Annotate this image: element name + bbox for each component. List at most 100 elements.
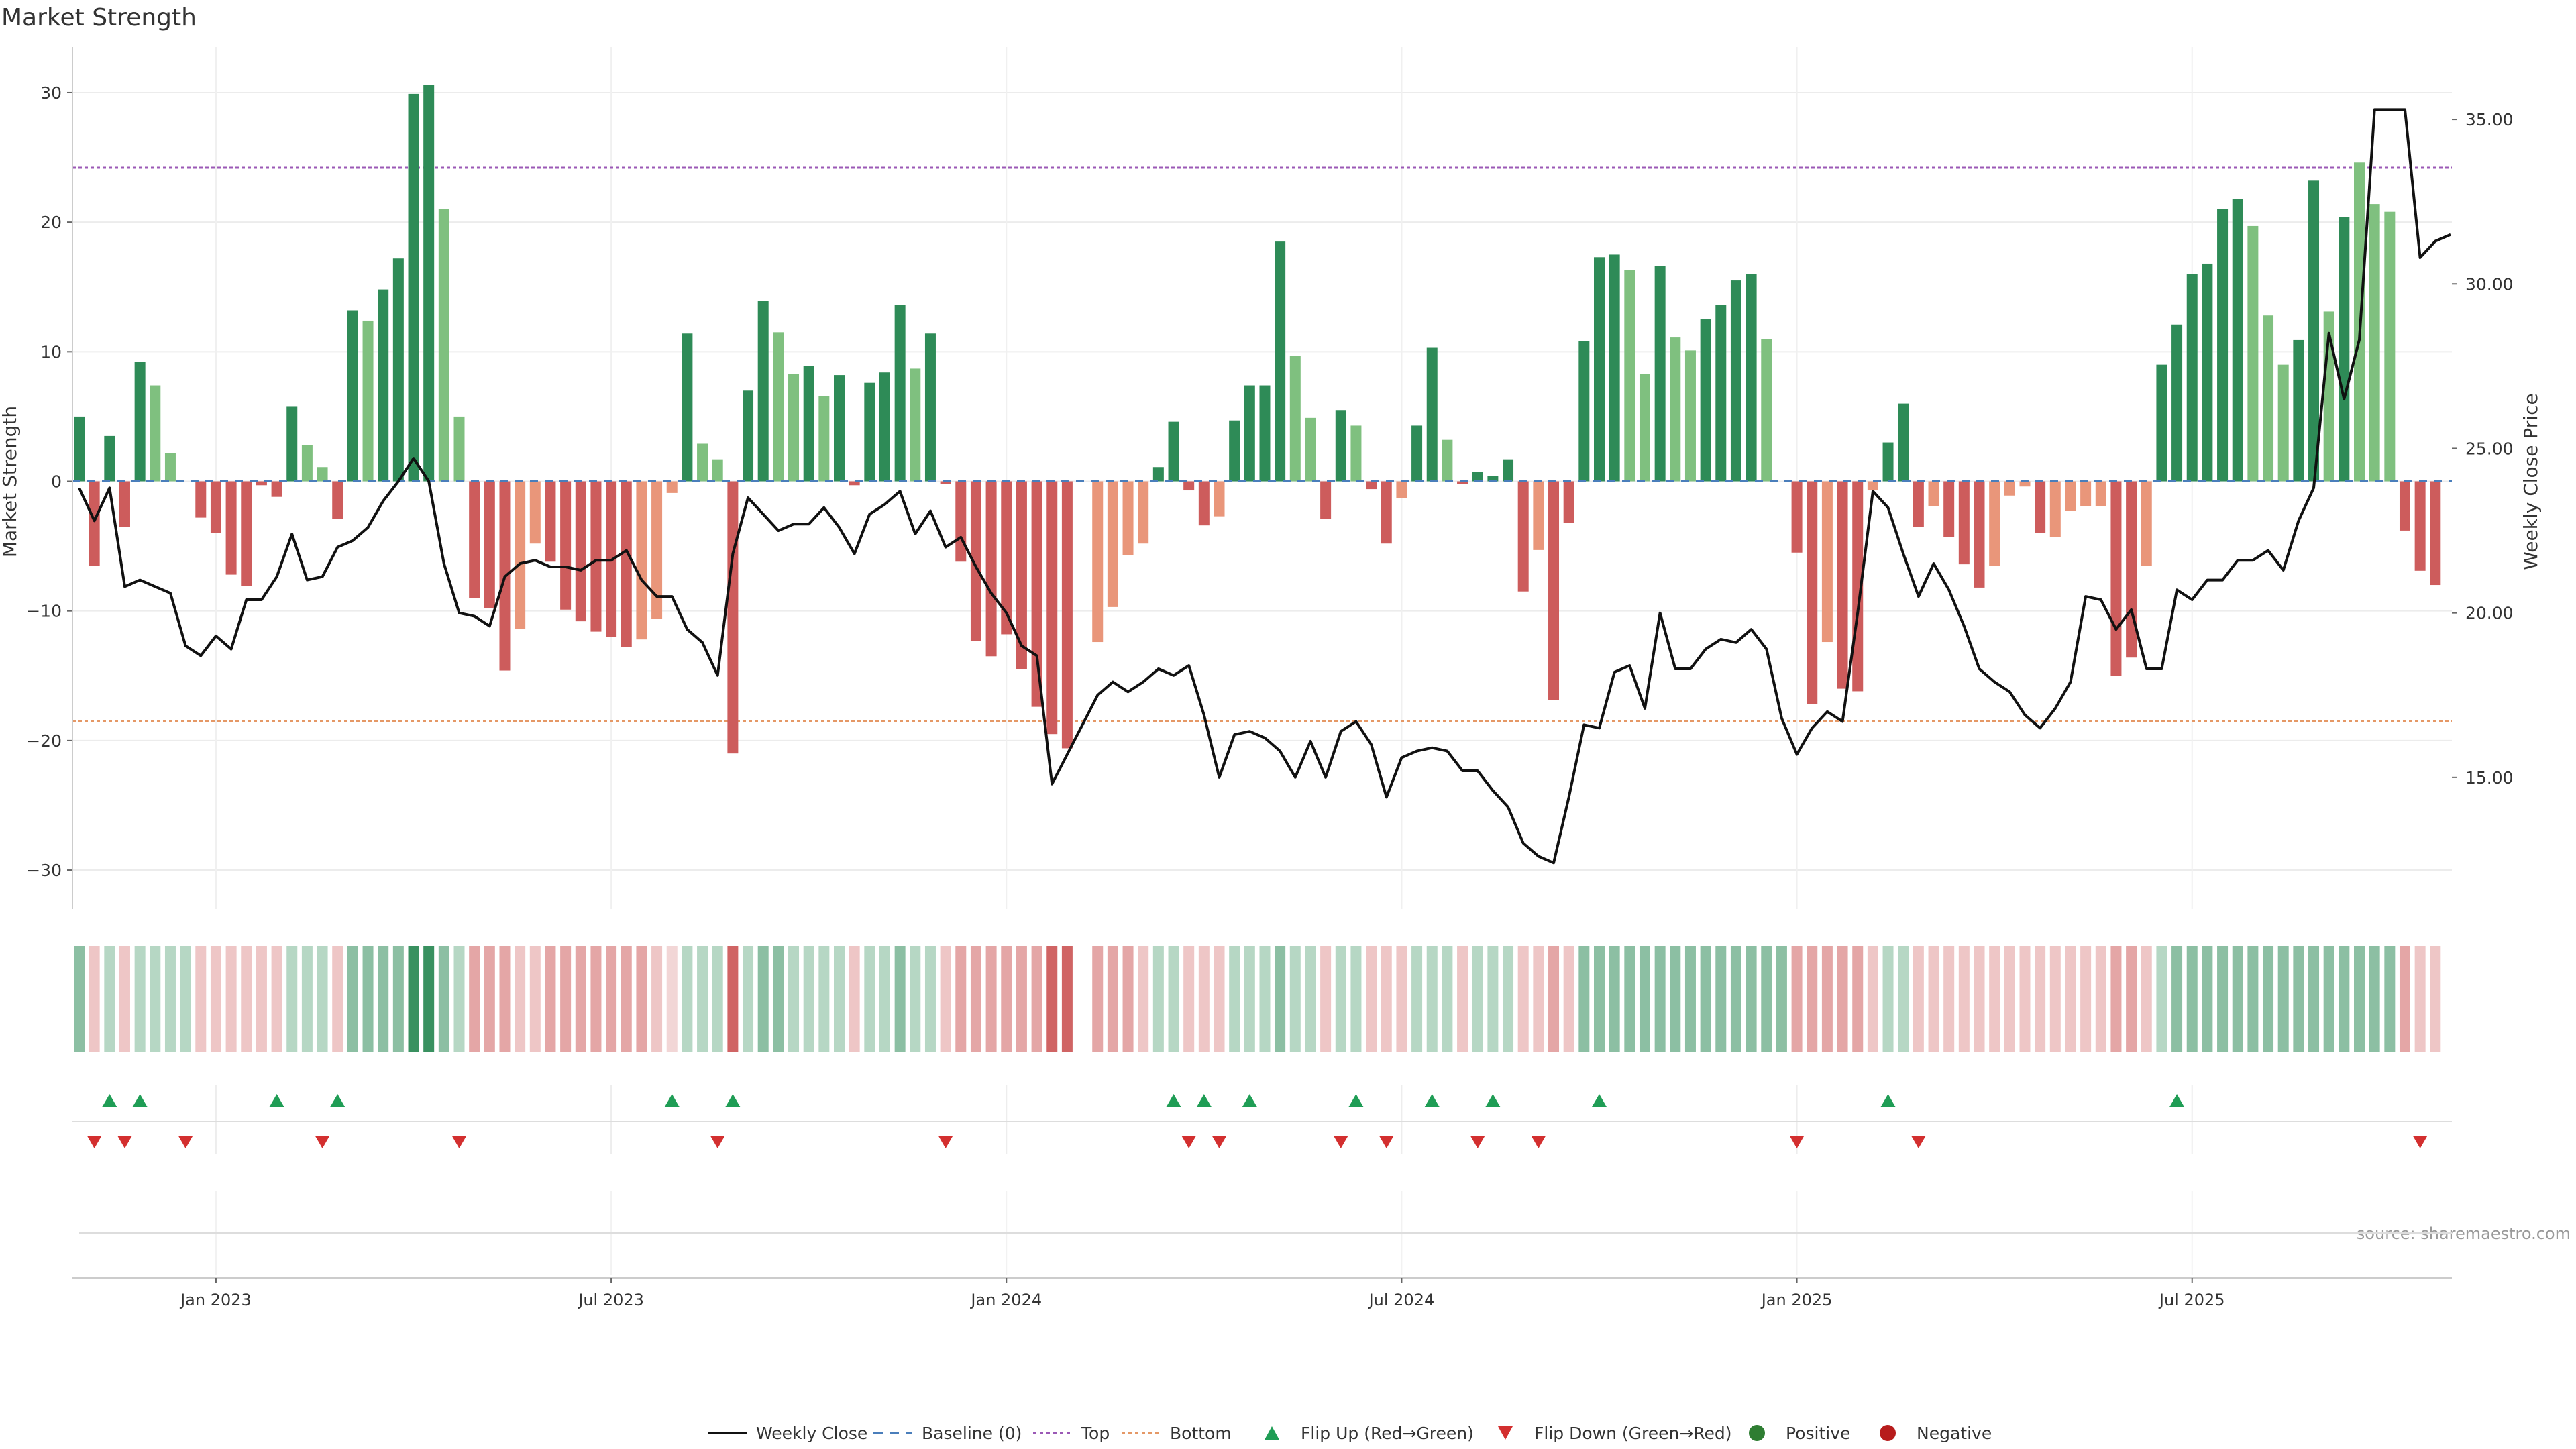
legend-label: Top	[1081, 1424, 1110, 1443]
strength-bar	[651, 481, 663, 619]
strength-bar	[317, 467, 328, 482]
heat-cell	[1730, 946, 1741, 1052]
flip-up-marker	[1166, 1094, 1181, 1107]
strength-bar	[2126, 481, 2137, 658]
strength-bar	[1381, 481, 1392, 544]
strength-bar	[195, 481, 207, 518]
heat-cell	[894, 946, 906, 1052]
strength-bar	[1624, 270, 1635, 482]
strength-bar	[2339, 217, 2350, 482]
flip-down-marker	[1470, 1136, 1485, 1148]
heat-cell	[271, 946, 282, 1052]
heat-cell	[1183, 946, 1195, 1052]
heat-cell	[1335, 946, 1346, 1052]
strength-bar	[621, 481, 632, 647]
strength-bar	[575, 481, 586, 622]
flip-up-marker	[2169, 1094, 2185, 1107]
heat-cell	[469, 946, 480, 1052]
heat-cell	[515, 946, 526, 1052]
flip-up-marker	[1196, 1094, 1212, 1107]
strength-bar	[392, 258, 404, 482]
heat-cell	[955, 946, 967, 1052]
left-tick-label: −20	[26, 731, 62, 751]
heat-cell	[560, 946, 572, 1052]
legend-label: Bottom	[1170, 1424, 1232, 1443]
heat-cell	[1122, 946, 1134, 1052]
heat-cell	[1320, 946, 1332, 1052]
heat-cell	[499, 946, 511, 1052]
strength-bar	[1989, 481, 2000, 566]
strength-bar	[1807, 481, 1818, 704]
heat-cell	[849, 946, 860, 1052]
strength-bar	[1289, 356, 1301, 482]
heat-cell	[1684, 946, 1696, 1052]
heat-cell	[1138, 946, 1149, 1052]
heat-cell	[104, 946, 115, 1052]
strength-bar	[2277, 364, 2289, 482]
flip-up-marker	[269, 1094, 284, 1107]
heat-cell	[180, 946, 191, 1052]
heat-cell	[2399, 946, 2410, 1052]
strength-bar	[666, 481, 678, 493]
heat-cell	[1244, 946, 1255, 1052]
heat-cell	[727, 946, 739, 1052]
strength-bar	[1639, 374, 1650, 482]
right-axis-title: Weekly Close Price	[2520, 393, 2542, 570]
heat-cell	[651, 946, 663, 1052]
strength-bar	[89, 481, 100, 566]
strength-bar	[1898, 403, 1909, 482]
legend-flip-up-swatch	[1265, 1426, 1279, 1440]
strength-bar	[2171, 324, 2183, 482]
strength-bar	[2080, 481, 2092, 506]
heat-cell	[1821, 946, 1833, 1052]
heat-cell	[1016, 946, 1027, 1052]
strength-bar	[545, 481, 556, 562]
heat-cell	[1275, 946, 1286, 1052]
heat-cell	[1594, 946, 1605, 1052]
heat-cell	[1517, 946, 1529, 1052]
heat-cell	[910, 946, 921, 1052]
strength-bar	[849, 481, 860, 486]
strength-bar	[1214, 481, 1225, 517]
heat-cell	[2369, 946, 2380, 1052]
strength-bar	[1275, 241, 1286, 482]
strength-bar	[2369, 204, 2380, 482]
heat-cell	[1639, 946, 1650, 1052]
strength-bar	[2232, 199, 2243, 482]
x-tick-label: Jan 2024	[969, 1291, 1042, 1309]
heat-cell	[1442, 946, 1453, 1052]
strength-bar	[378, 289, 389, 482]
heat-cell	[1214, 946, 1225, 1052]
flip-up-marker	[330, 1094, 345, 1107]
strength-bar	[697, 443, 708, 482]
flip-down-marker	[1531, 1136, 1546, 1148]
heat-cell	[1807, 946, 1818, 1052]
strength-bar	[2293, 339, 2304, 482]
heat-cell	[1700, 946, 1711, 1052]
strength-bar	[2217, 209, 2229, 482]
strength-bar	[1198, 481, 1210, 526]
strength-bar	[119, 481, 130, 527]
strength-bar	[1350, 425, 1362, 482]
heat-cell	[119, 946, 130, 1052]
heat-cell	[788, 946, 800, 1052]
strength-bar	[1305, 417, 1316, 482]
weekly-close-line	[78, 108, 2451, 865]
flip-up-marker	[1592, 1094, 1607, 1107]
strength-bar	[286, 406, 298, 482]
strength-bar	[1061, 481, 1073, 749]
strength-bar	[1578, 341, 1590, 482]
heat-cell	[1305, 946, 1316, 1052]
strength-bar	[1244, 385, 1255, 482]
left-axis-title: Market Strength	[0, 406, 21, 557]
heat-cell	[2186, 946, 2198, 1052]
flip-down-marker	[117, 1136, 132, 1148]
heat-cell	[1746, 946, 1757, 1052]
strength-bar	[2384, 211, 2396, 482]
heat-cell	[317, 946, 328, 1052]
strength-bar	[818, 396, 830, 482]
strength-bar	[1684, 350, 1696, 482]
heat-cell	[743, 946, 754, 1052]
strength-bar	[1517, 481, 1529, 592]
strength-bar	[757, 301, 769, 482]
